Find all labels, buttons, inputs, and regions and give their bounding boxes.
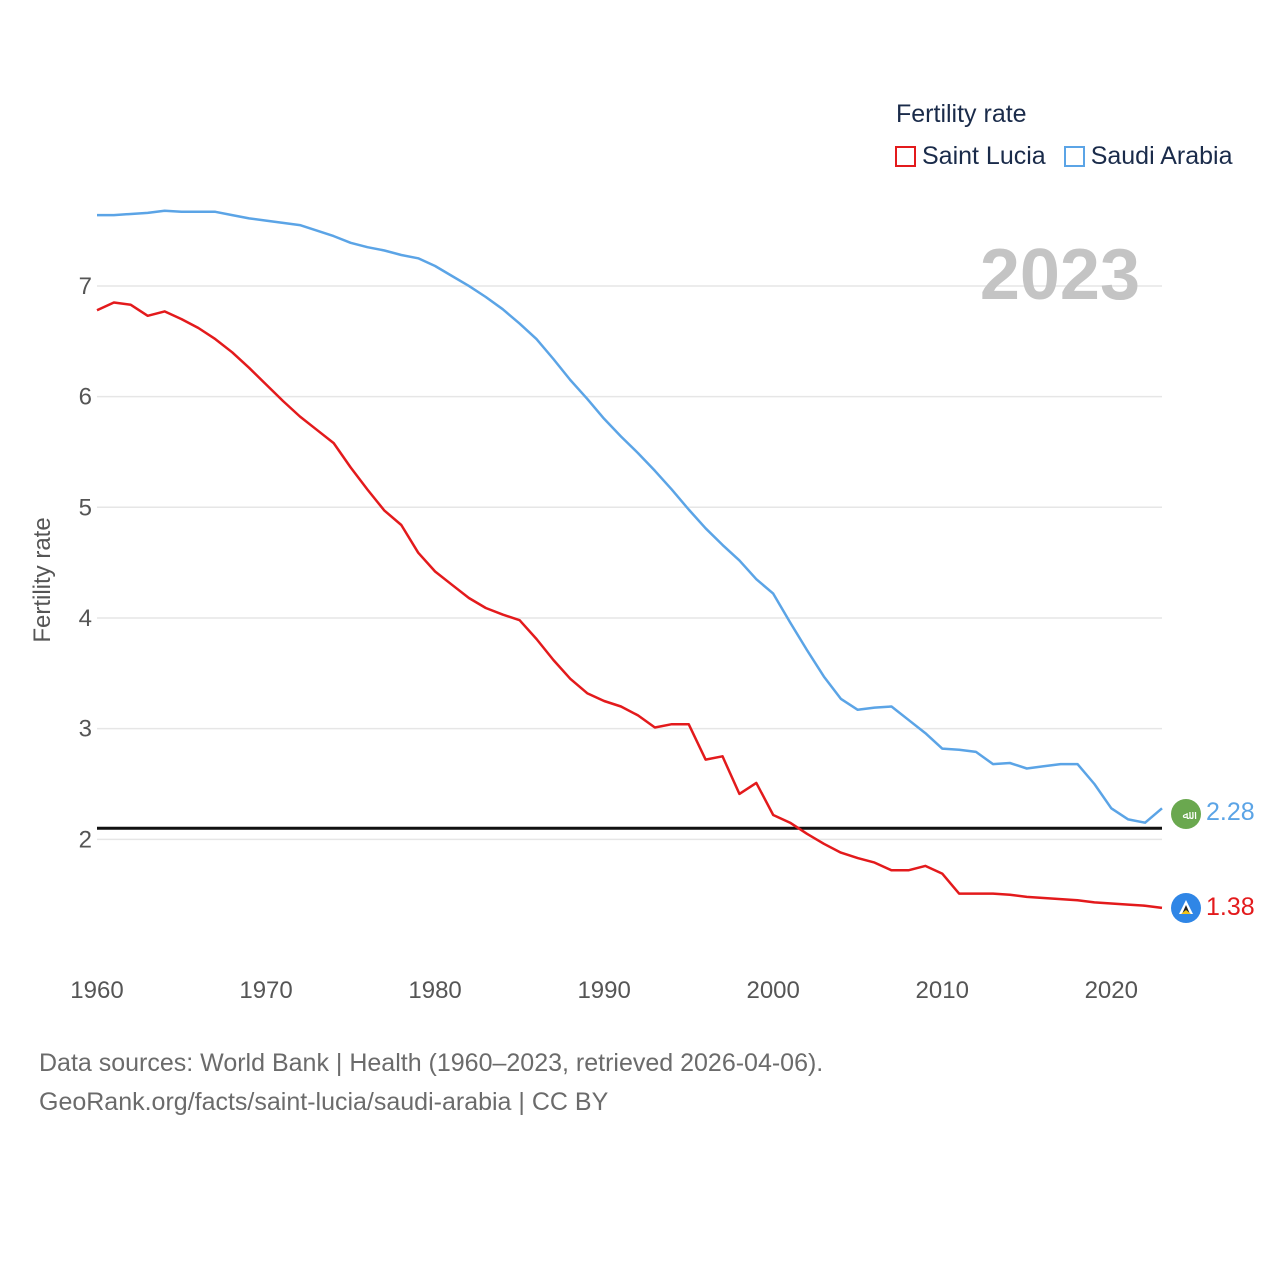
y-tick-label: 3	[79, 716, 92, 743]
saint-lucia-end-value: 1.38	[1206, 893, 1255, 921]
series-lines	[96, 209, 1163, 910]
y-tick-label: 7	[79, 273, 92, 300]
legend-label-saudi-arabia: Saudi Arabia	[1090, 142, 1233, 170]
legend-swatch-saudi-arabia	[1063, 146, 1085, 167]
x-tick-label: 1980	[408, 977, 461, 1004]
y-tick-label: 5	[79, 494, 92, 521]
saint-lucia-flag-marker	[1171, 893, 1201, 923]
x-tick-label: 2010	[916, 977, 969, 1004]
legend-title: Fertility rate	[896, 100, 1027, 128]
y-tick-label: 4	[79, 605, 92, 632]
y-tick-label: 6	[79, 384, 92, 411]
saudi-arabia-flag-marker: ﷲ	[1171, 799, 1201, 829]
saudi-arabia-end-value: 2.28	[1206, 798, 1255, 826]
legend-label-saint-lucia: Saint Lucia	[922, 142, 1046, 170]
x-tick-label: 1990	[577, 977, 630, 1004]
legend-swatch-saint-lucia	[895, 146, 916, 167]
x-tick-label: 2020	[1085, 977, 1138, 1004]
data-sources: Data sources: World Bank | Health (1960–…	[39, 1044, 823, 1122]
x-tick-label: 1960	[70, 977, 123, 1004]
legend: Saint Lucia Saudi Arabia	[895, 142, 1250, 171]
x-axis-ticks: 1960 1970 1980 1990 2000 2010 2020	[70, 977, 1138, 1004]
grid-lines	[97, 285, 1162, 841]
sources-line-2[interactable]: GeoRank.org/facts/saint-lucia/saudi-arab…	[39, 1088, 609, 1116]
series-line-saint-lucia	[96, 301, 1163, 910]
legend-item-saudi-arabia[interactable]: Saudi Arabia	[1063, 142, 1233, 171]
y-tick-label: 2	[79, 826, 92, 853]
sources-line-1: Data sources: World Bank | Health (1960–…	[39, 1049, 824, 1077]
series-line-saudi-arabia	[97, 209, 1163, 824]
y-axis-ticks: 2 3 4 5 6 7	[79, 273, 92, 853]
legend-item-saint-lucia[interactable]: Saint Lucia	[895, 142, 1046, 171]
big-year-label: 2023	[980, 235, 1140, 315]
x-tick-label: 2000	[746, 977, 799, 1004]
x-tick-label: 1970	[239, 977, 292, 1004]
y-axis-label: Fertility rate	[29, 517, 56, 642]
